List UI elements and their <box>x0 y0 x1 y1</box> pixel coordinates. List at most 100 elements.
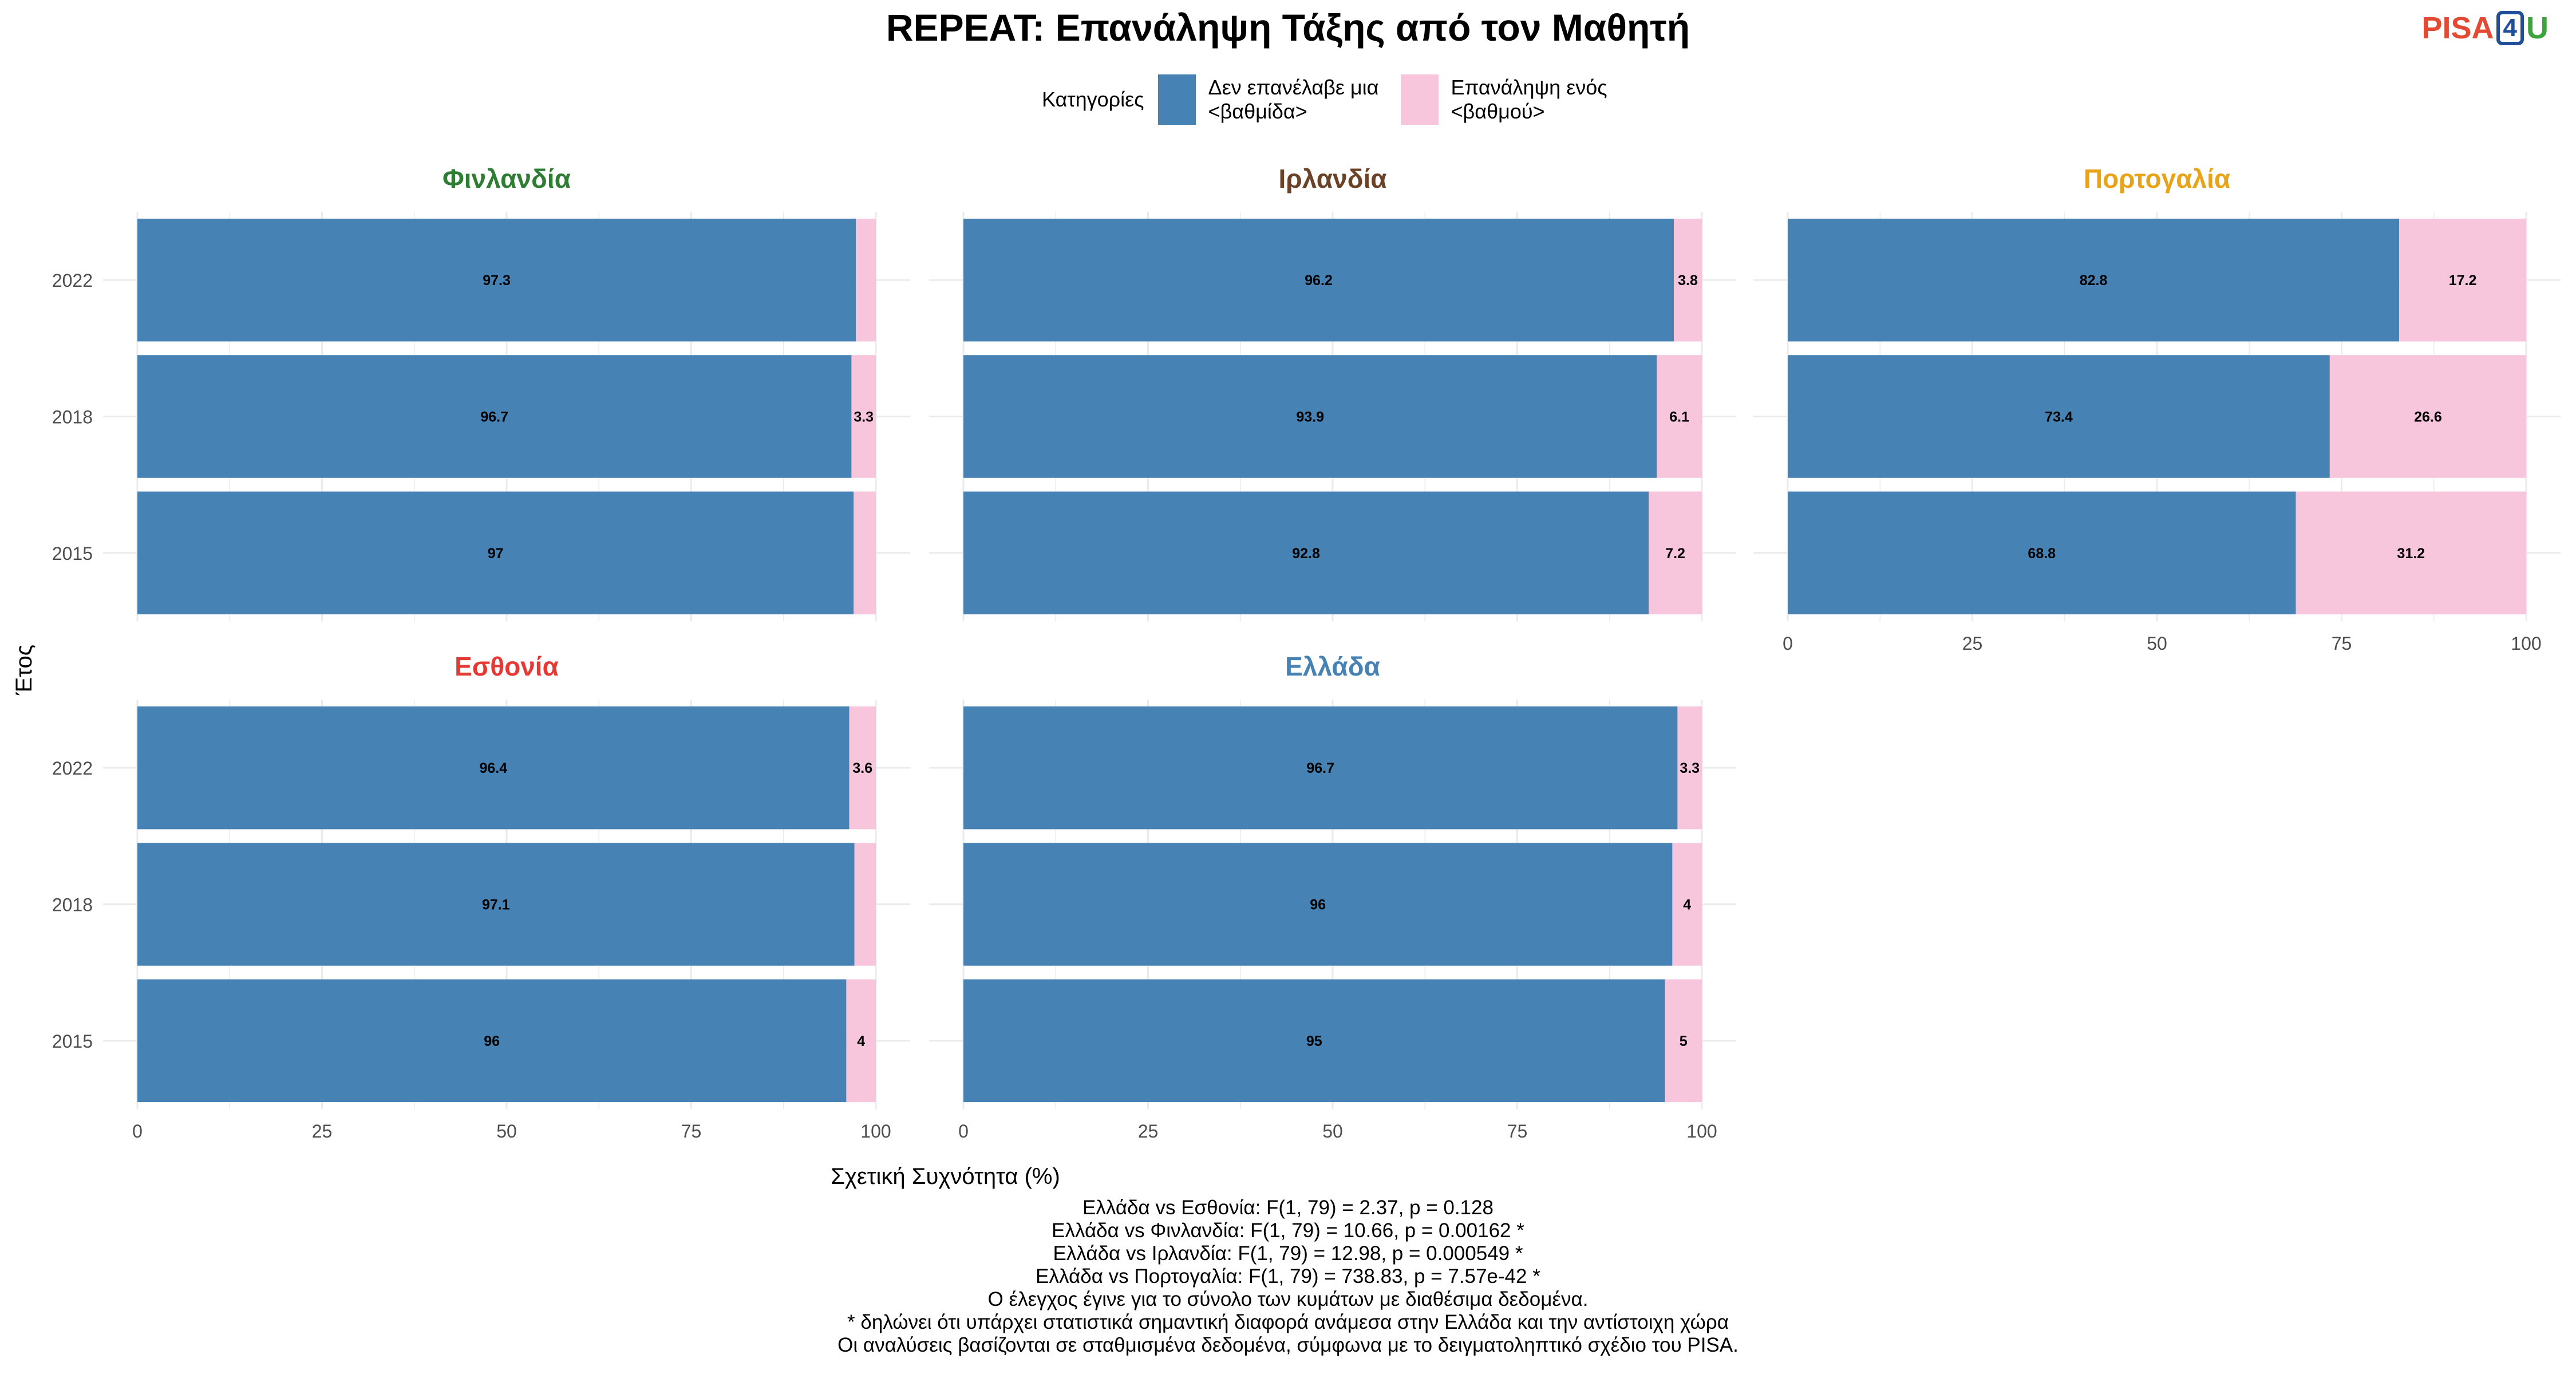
bar-segment <box>963 491 1649 615</box>
bar-segment <box>1788 355 2330 478</box>
bar-segment <box>2399 218 2526 342</box>
bar-segment <box>137 355 852 478</box>
y-axis-title: Έτος <box>11 645 37 696</box>
x-tick-label: 100 <box>860 1121 891 1142</box>
legend-label-no-repeat: Δεν επανέλαβε μια <βαθμίδα> <box>1208 76 1380 124</box>
legend-item-no-repeat: Δεν επανέλαβε μια <βαθμίδα> <box>1157 74 1380 125</box>
y-tick-label: 2015 <box>52 543 93 564</box>
legend-label-line: <βαθμίδα> <box>1208 100 1307 123</box>
bar-segment <box>2329 355 2526 478</box>
bar-segment <box>137 491 854 615</box>
bar-segment <box>2296 491 2526 615</box>
x-tick-label: 100 <box>1686 1121 1717 1142</box>
bar-segment <box>963 706 1678 830</box>
bar-segment <box>1672 843 1702 966</box>
x-tick-label: 75 <box>681 1121 702 1142</box>
legend-label-repeat: Επανάληψη ενός <βαθμού> <box>1451 76 1623 124</box>
panel-title: Πορτογαλία <box>2084 164 2230 194</box>
bar-segment <box>851 355 876 478</box>
bar-segment <box>856 218 876 342</box>
bar-data-label: 3.8 <box>1678 273 1698 289</box>
bar-segment <box>1788 491 2296 615</box>
bar-segment <box>963 355 1657 478</box>
bar-data-label: 97 <box>488 546 504 562</box>
x-tick-label: 75 <box>1507 1121 1528 1142</box>
x-tick-label: 75 <box>2332 633 2352 654</box>
footnotes: Ελλάδα vs Εσθονία: F(1, 79) = 2.37, p = … <box>0 1197 2576 1357</box>
x-tick-label: 50 <box>496 1121 517 1142</box>
footnote-line: Οι αναλύσεις βασίζονται σε σταθμισμένα δ… <box>837 1334 1739 1356</box>
pisa4u-logo: PISA 4 U <box>2421 10 2549 46</box>
bar-segment <box>137 218 856 342</box>
bar-data-label: 4 <box>1683 897 1691 913</box>
legend-title: Κατηγορίες <box>1042 88 1144 111</box>
legend-item-repeat: Επανάληψη ενός <βαθμού> <box>1400 74 1623 125</box>
bar-segment <box>854 843 876 966</box>
bar-data-label: 31.2 <box>2397 546 2425 562</box>
legend-label-line: <βαθμού> <box>1451 100 1545 123</box>
logo-text-u: U <box>2526 11 2549 45</box>
bar-segment <box>854 491 876 615</box>
bar-segment <box>137 706 850 830</box>
bar-data-label: 96 <box>484 1033 500 1049</box>
x-tick-label: 0 <box>132 1121 143 1142</box>
y-tick-label: 2018 <box>52 895 93 915</box>
bar-data-label: 3.3 <box>854 409 874 425</box>
footnote-line: Ελλάδα vs Πορτογαλία: F(1, 79) = 738.83,… <box>1036 1265 1540 1288</box>
x-tick-label: 50 <box>2147 633 2167 654</box>
bar-segment <box>963 843 1673 966</box>
bar-segment <box>1677 706 1702 830</box>
panel-title: Εσθονία <box>455 652 559 681</box>
bar-data-label: 96.4 <box>479 760 507 776</box>
panel-title: Ελλάδα <box>1285 652 1380 681</box>
bar-data-label: 3.3 <box>1680 760 1700 776</box>
y-tick-label: 2022 <box>52 758 93 779</box>
x-tick-label: 25 <box>312 1121 333 1142</box>
bar-segment <box>137 843 855 966</box>
panel-title: Ιρλανδία <box>1278 164 1386 194</box>
bar-data-label: 3.6 <box>852 760 872 776</box>
y-tick-label: 2022 <box>52 270 93 291</box>
bar-data-label: 7.2 <box>1665 546 1685 562</box>
footnote-line: Ο έλεγχος έγινε για το σύνολο των κυμάτω… <box>987 1288 1589 1310</box>
legend-swatch-repeat <box>1400 74 1439 125</box>
bar-data-label: 4 <box>857 1033 865 1049</box>
bar-data-label: 93.9 <box>1296 409 1324 425</box>
x-tick-label: 25 <box>1962 633 1983 654</box>
bar-data-label: 96 <box>1310 897 1326 913</box>
logo-text-four: 4 <box>2496 11 2524 45</box>
footnote-line: Ελλάδα vs Εσθονία: F(1, 79) = 2.37, p = … <box>1082 1197 1494 1219</box>
x-tick-label: 25 <box>1138 1121 1159 1142</box>
x-tick-label: 0 <box>1783 633 1793 654</box>
bar-segment <box>1788 218 2400 342</box>
bar-data-label: 6.1 <box>1669 409 1689 425</box>
bar-segment <box>137 979 847 1103</box>
bar-segment <box>849 706 876 830</box>
y-tick-label: 2015 <box>52 1031 93 1052</box>
bar-segment <box>963 218 1674 342</box>
bar-data-label: 17.2 <box>2449 273 2477 289</box>
chart-title: REPEAT: Επανάληψη Τάξης από τον Μαθητή <box>886 6 1690 49</box>
legend-label-line: Επανάληψη ενός <box>1451 76 1607 99</box>
bar-segment <box>1673 218 1702 342</box>
bar-data-label: 96.2 <box>1305 273 1333 289</box>
bar-data-label: 82.8 <box>2080 273 2108 289</box>
legend-label-line: Δεν επανέλαβε μια <box>1208 76 1379 99</box>
legend: Κατηγορίες Δεν επανέλαβε μια <βαθμίδα> Ε… <box>1042 74 1643 125</box>
footnote-line: Ελλάδα vs Φινλανδία: F(1, 79) = 10.66, p… <box>1052 1219 1524 1242</box>
logo-text-pisa: PISA <box>2421 11 2494 45</box>
bar-data-label: 95 <box>1306 1033 1322 1049</box>
bar-data-label: 96.7 <box>480 409 508 425</box>
panel-title: Φινλανδία <box>442 164 571 194</box>
x-tick-label: 0 <box>958 1121 969 1142</box>
legend-swatch-no-repeat <box>1157 74 1196 125</box>
bar-data-label: 97.3 <box>483 273 511 289</box>
x-axis-title: Σχετική Συχνότητα (%) <box>831 1164 1060 1189</box>
bar-segment <box>1649 491 1702 615</box>
bar-data-label: 96.7 <box>1306 760 1334 776</box>
footnote-line: * δηλώνει ότι υπάρχει στατιστικά σημαντι… <box>847 1311 1729 1333</box>
bar-data-label: 68.8 <box>2028 546 2056 562</box>
bar-data-label: 73.4 <box>2045 409 2073 425</box>
bar-data-label: 5 <box>1680 1033 1688 1049</box>
